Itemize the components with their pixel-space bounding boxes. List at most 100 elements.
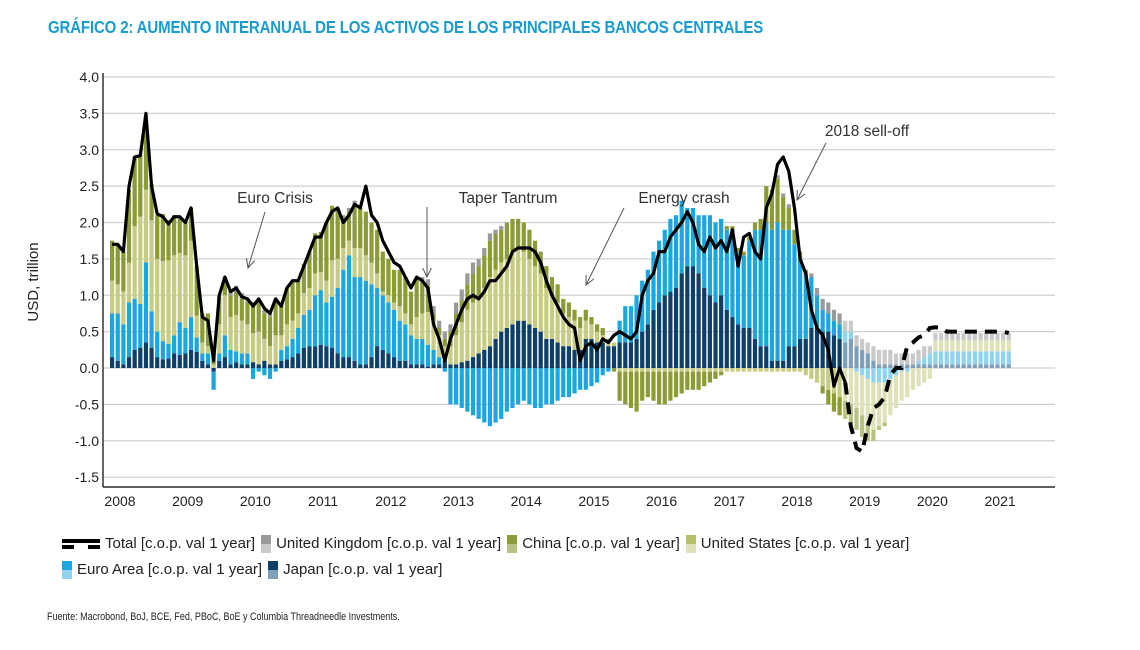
bar-segment-us — [465, 309, 470, 361]
bar-segment-china — [279, 306, 284, 336]
bar-segment-us — [967, 340, 972, 352]
bar-segment-japan — [369, 357, 374, 368]
bar-segment-euro — [713, 222, 718, 303]
bar-segment-us — [487, 277, 493, 347]
bar-segment-euro — [758, 229, 763, 347]
bar-segment-euro — [764, 222, 769, 347]
bar-segment-japan — [803, 338, 808, 368]
bar-segment-euro — [391, 309, 397, 358]
bar-segment-euro — [955, 351, 961, 365]
bar-segment-euro — [239, 353, 244, 365]
bar-segment-euro — [814, 295, 820, 328]
bar-segment-us — [126, 262, 132, 303]
bar-segment-japan — [662, 295, 667, 368]
bar-segment-japan — [279, 360, 284, 368]
bar-segment-uk — [910, 353, 915, 365]
bar-segment-uk — [493, 229, 498, 234]
bar-segment-china — [284, 287, 290, 325]
bar-segment-euro — [126, 302, 132, 358]
bar-segment-us — [239, 320, 244, 354]
bar-segment-japan — [166, 358, 171, 368]
bar-segment-china — [611, 368, 617, 372]
bar-segment-japan — [922, 364, 927, 368]
legend-row-1: Total [c.o.p. val 1 year] United Kingdom… — [62, 531, 915, 557]
bar-segment-us — [538, 273, 543, 332]
bar-segment-euro — [454, 368, 459, 405]
total-line — [112, 111, 1010, 455]
bar-segment-us — [273, 335, 278, 365]
bar-segment-us — [910, 368, 915, 390]
bar-segment-china — [250, 305, 256, 334]
bar-segment-uk — [341, 215, 346, 219]
bar-segment-euro — [905, 368, 910, 372]
bar-segment-us — [893, 375, 899, 409]
bar-segment-china — [470, 273, 476, 303]
bar-segment-us — [217, 324, 222, 354]
bar-segment-us — [296, 313, 301, 328]
bar-segment-euro — [177, 322, 182, 355]
bar-segment-euro — [752, 229, 758, 339]
bar-segment-japan — [110, 357, 115, 368]
bar-segment-us — [358, 247, 363, 278]
bar-segment-euro — [600, 368, 605, 376]
bar-segment-euro — [188, 317, 194, 350]
bar-segment-euro — [803, 273, 808, 339]
bar-segment-china — [719, 371, 724, 376]
bar-segment-china — [668, 371, 673, 401]
bar-segment-japan — [375, 346, 380, 368]
bar-segment-uk — [228, 291, 233, 296]
bar-segment-japan — [690, 266, 696, 368]
bar-segment-japan — [623, 342, 628, 368]
bar-segment-china — [645, 371, 650, 398]
bar-segment-euro — [837, 324, 842, 339]
bar-segment-us — [1001, 340, 1006, 352]
bar-segment-japan — [617, 342, 622, 368]
bar-segment-euro — [375, 287, 380, 347]
bar-segment-china — [662, 371, 667, 405]
bar-segment-euro — [555, 368, 560, 401]
bar-segment-us — [978, 340, 983, 352]
bar-segment-uk — [448, 324, 453, 332]
bar-segment-japan — [329, 347, 335, 368]
bar-segment-euro — [583, 368, 588, 390]
bar-segment-japan — [927, 364, 932, 368]
bar-segment-japan — [1001, 364, 1006, 368]
x-tick-label: 2021 — [985, 493, 1016, 509]
bar-segment-japan — [516, 320, 521, 368]
bar-segment-japan — [431, 364, 436, 368]
bar-segment-euro — [420, 338, 425, 365]
bar-segment-japan — [933, 364, 938, 368]
bar-segment-us — [769, 368, 775, 372]
bar-segment-euro — [854, 368, 859, 372]
bar-segment-china — [572, 309, 577, 321]
bar-segment-euro — [549, 368, 555, 405]
bar-segment-us — [764, 368, 769, 372]
bar-segment-euro — [538, 368, 543, 409]
bar-segment-euro — [459, 368, 464, 409]
bar-segment-japan — [668, 291, 673, 368]
bar-segment-us — [758, 368, 763, 372]
bar-segment-euro — [183, 327, 188, 354]
bar-segment-china — [149, 183, 154, 221]
bar-segment-euro — [843, 331, 848, 343]
bar-segment-china — [228, 295, 233, 318]
bar-segment-japan — [984, 364, 989, 368]
bar-segment-china — [499, 229, 504, 263]
bar-segment-euro — [431, 349, 436, 365]
bar-segment-euro — [984, 351, 989, 365]
bar-segment-china — [408, 291, 414, 325]
bar-segment-euro — [566, 368, 571, 398]
bar-segment-japan — [183, 353, 188, 368]
bar-segment-uk — [476, 258, 481, 267]
bar-segment-uk — [984, 333, 989, 341]
annotation-label: Euro Crisis — [237, 190, 313, 207]
bar-segment-us — [284, 324, 290, 347]
bar-segment-japan — [938, 364, 944, 368]
bar-segment-japan — [967, 364, 972, 368]
bar-segment-euro — [916, 360, 921, 365]
bar-segment-uk — [781, 193, 786, 198]
legend: Total [c.o.p. val 1 year] United Kingdom… — [62, 531, 915, 583]
bar-segment-japan — [335, 353, 340, 368]
bar-segment-euro — [673, 215, 679, 288]
bar-segment-euro — [110, 313, 115, 358]
